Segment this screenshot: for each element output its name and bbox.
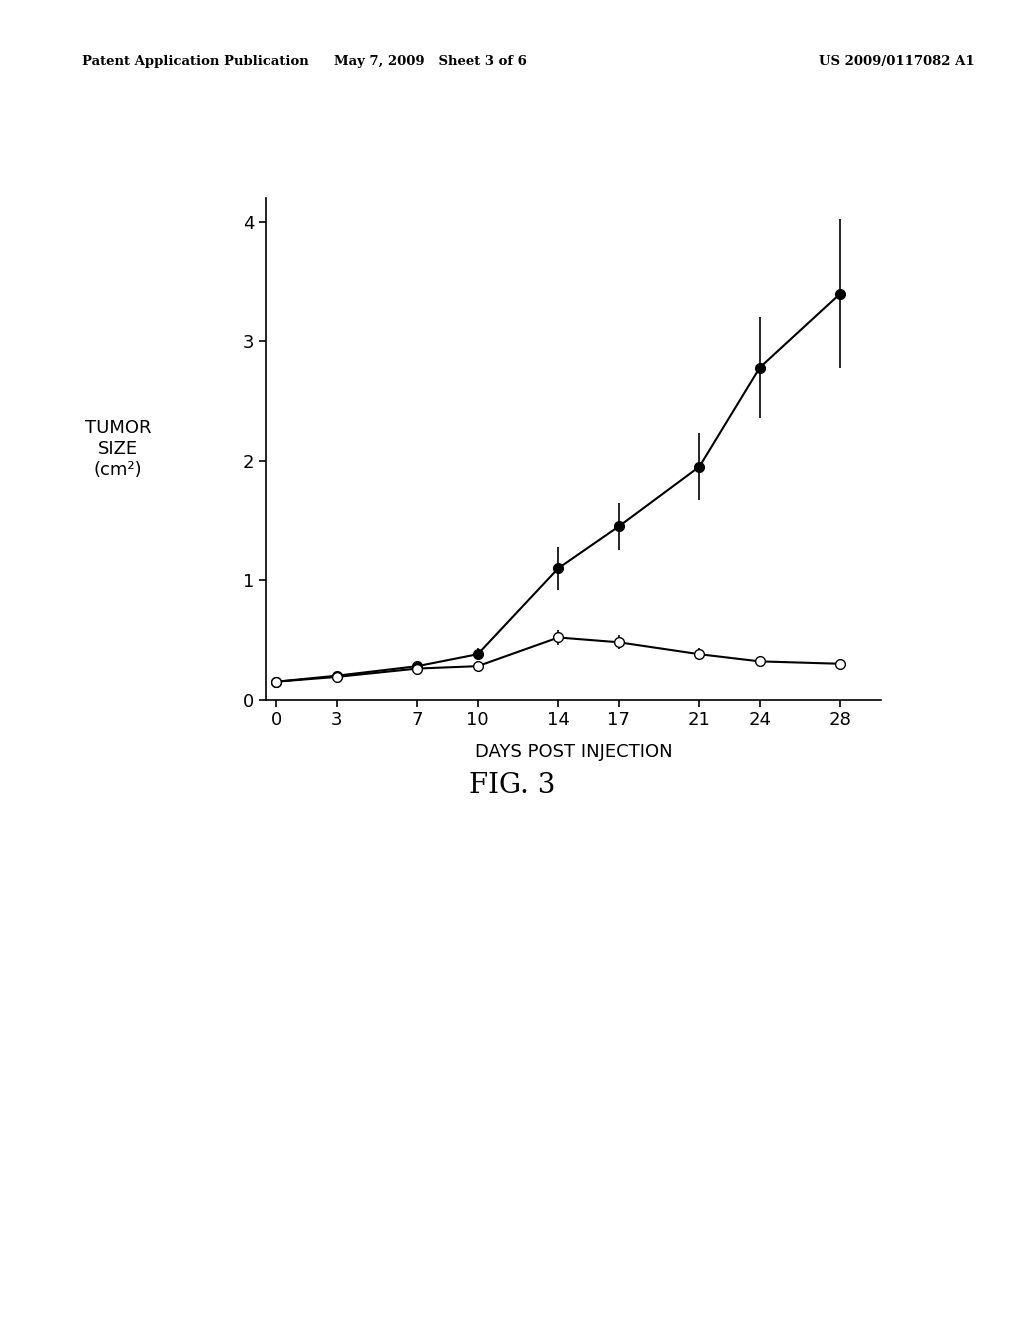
Text: May 7, 2009   Sheet 3 of 6: May 7, 2009 Sheet 3 of 6: [334, 55, 526, 69]
Text: TUMOR
SIZE
(cm²): TUMOR SIZE (cm²): [85, 418, 151, 479]
Text: Patent Application Publication: Patent Application Publication: [82, 55, 308, 69]
X-axis label: DAYS POST INJECTION: DAYS POST INJECTION: [475, 743, 672, 762]
Text: US 2009/0117082 A1: US 2009/0117082 A1: [819, 55, 975, 69]
Text: FIG. 3: FIG. 3: [469, 772, 555, 799]
